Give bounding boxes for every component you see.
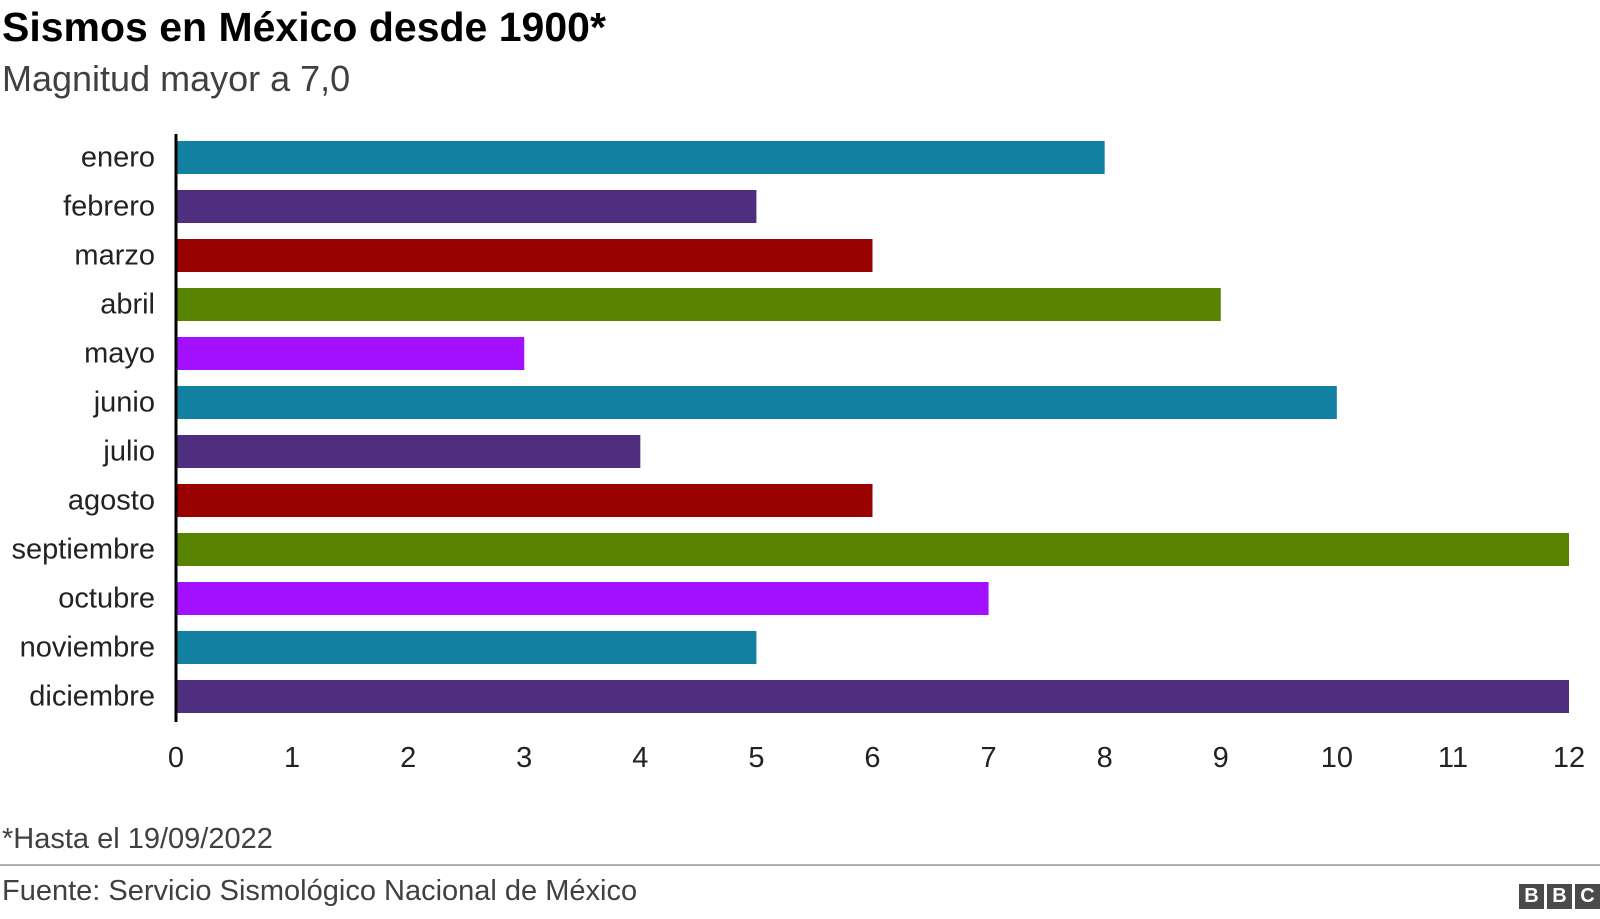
x-tick-label: 0 bbox=[168, 742, 184, 774]
x-tick-label: 4 bbox=[632, 742, 648, 774]
bar-chart: enero febrero marzo abril mayo junio julio agos… bbox=[12, 134, 1585, 774]
bar-noviembre bbox=[176, 631, 757, 664]
category-label: septiembre bbox=[12, 534, 155, 566]
chart-title: Sismos en México desde 1900* bbox=[2, 4, 606, 50]
bar-junio bbox=[176, 386, 1337, 419]
x-tick-label: 10 bbox=[1321, 742, 1353, 774]
bbc-logo-letter: C bbox=[1575, 884, 1600, 909]
category-label: octubre bbox=[58, 583, 155, 615]
bar-octubre bbox=[176, 582, 989, 615]
bars-layer bbox=[176, 141, 1569, 713]
category-label: marzo bbox=[74, 240, 155, 272]
chart-subtitle: Magnitud mayor a 7,0 bbox=[2, 58, 351, 99]
bar-enero bbox=[176, 141, 1105, 174]
bar-abril bbox=[176, 288, 1221, 321]
bar-marzo bbox=[176, 239, 873, 272]
category-labels: enero febrero marzo abril mayo junio julio agos… bbox=[12, 142, 155, 713]
bbc-logo: B B C bbox=[1519, 884, 1600, 909]
bar-mayo bbox=[176, 337, 525, 370]
category-label: mayo bbox=[84, 338, 155, 370]
x-tick-label: 8 bbox=[1097, 742, 1113, 774]
x-tick-label: 6 bbox=[864, 742, 880, 774]
x-tick-label: 12 bbox=[1553, 742, 1585, 774]
category-label: agosto bbox=[68, 485, 155, 517]
source-note: Fuente: Servicio Sismológico Nacional de… bbox=[2, 875, 638, 907]
bar-septiembre bbox=[176, 533, 1569, 566]
bar-agosto bbox=[176, 484, 873, 517]
bar-febrero bbox=[176, 190, 757, 223]
bar-diciembre bbox=[176, 680, 1569, 713]
x-tick-labels: 0 1 2 3 4 5 6 7 8 9 10 11 12 bbox=[168, 742, 1585, 774]
category-label: julio bbox=[102, 436, 155, 468]
bbc-logo-letter: B bbox=[1519, 884, 1544, 909]
category-label: diciembre bbox=[29, 681, 155, 713]
x-tick-label: 3 bbox=[516, 742, 532, 774]
footer-divider bbox=[0, 864, 1600, 866]
x-tick-label: 1 bbox=[284, 742, 300, 774]
x-tick-label: 2 bbox=[400, 742, 416, 774]
bbc-logo-letter: B bbox=[1547, 884, 1572, 909]
category-label: noviembre bbox=[20, 632, 155, 664]
x-tick-label: 5 bbox=[748, 742, 764, 774]
bar-julio bbox=[176, 435, 641, 468]
category-label: enero bbox=[81, 142, 155, 174]
x-tick-label: 11 bbox=[1438, 742, 1468, 774]
footnote: *Hasta el 19/09/2022 bbox=[2, 823, 273, 855]
x-tick-label: 7 bbox=[981, 742, 997, 774]
category-label: febrero bbox=[63, 191, 155, 223]
x-tick-label: 9 bbox=[1213, 742, 1229, 774]
category-label: abril bbox=[100, 289, 155, 321]
category-label: junio bbox=[93, 387, 155, 419]
